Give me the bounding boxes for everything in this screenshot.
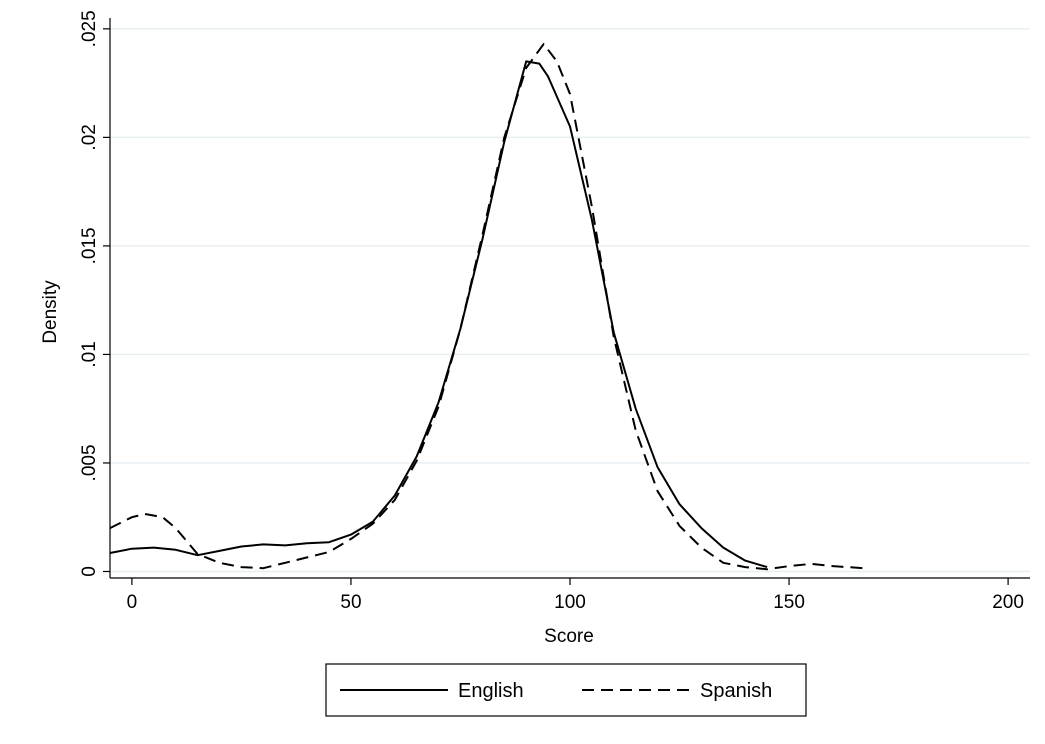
y-tick-label: .015 <box>79 227 100 264</box>
x-tick-label: 200 <box>992 592 1024 613</box>
x-tick-label: 100 <box>554 592 586 613</box>
y-tick-label: 0 <box>79 566 100 577</box>
y-axis-title: Density <box>40 280 61 344</box>
y-tick-label: .01 <box>79 341 100 367</box>
series-line-english <box>109 60 768 569</box>
x-ticks: 0 50 100 150 200 <box>127 578 1024 613</box>
legend-entry-english: English <box>340 680 524 702</box>
x-tick-label: 150 <box>773 592 805 613</box>
x-tick-label: 0 <box>127 592 138 613</box>
legend: English Spanish <box>325 663 807 717</box>
legend-entry-spanish: Spanish <box>582 680 772 702</box>
legend-label-english: English <box>458 680 524 702</box>
series <box>109 43 864 571</box>
y-tick-label: .025 <box>79 10 100 47</box>
y-ticks: 0 .005 .01 .015 .02 .025 <box>79 10 110 577</box>
y-tick-label: .005 <box>79 444 100 481</box>
axes <box>109 18 1030 579</box>
y-tick-label: .02 <box>79 124 100 150</box>
x-axis-title: Score <box>544 626 594 647</box>
series-line-spanish <box>109 43 864 571</box>
legend-label-spanish: Spanish <box>700 680 772 702</box>
x-tick-label: 50 <box>340 592 361 613</box>
grid <box>110 28 1030 573</box>
